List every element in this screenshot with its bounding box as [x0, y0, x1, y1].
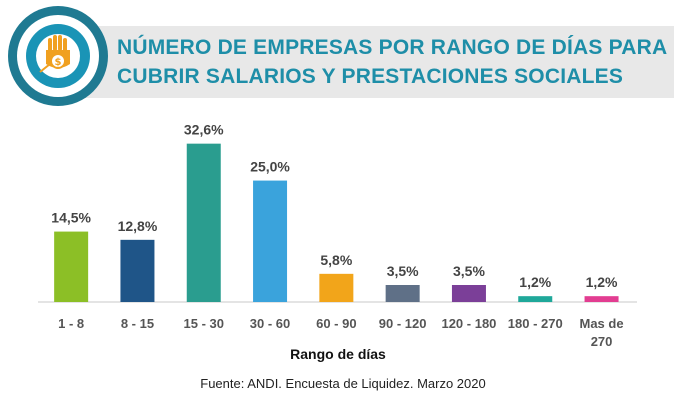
source-note: Fuente: ANDI. Encuesta de Liquidez. Marz…	[200, 376, 486, 391]
category-label: 180 - 270	[508, 316, 563, 331]
category-label: 90 - 120	[379, 316, 427, 331]
value-label: 12,8%	[118, 218, 158, 234]
title-band	[60, 26, 674, 98]
bar-9	[584, 296, 619, 302]
value-label: 32,6%	[184, 122, 224, 138]
bar-2	[120, 239, 155, 302]
bar-1	[54, 231, 89, 302]
bar-6	[385, 285, 420, 302]
x-axis-label: Rango de días	[290, 346, 386, 362]
category-label: 120 - 180	[441, 316, 496, 331]
category-label: 1 - 8	[58, 316, 84, 331]
bar-4	[253, 180, 288, 302]
bar-5	[319, 273, 354, 302]
bar-7	[451, 285, 486, 302]
bar-8	[518, 296, 553, 302]
value-label: 14,5%	[51, 210, 91, 226]
chart-title-line-1: NÚMERO DE EMPRESAS POR RANGO DE DÍAS PAR…	[117, 36, 668, 59]
chart-title: NÚMERO DE EMPRESAS POR RANGO DE DÍAS PAR…	[117, 33, 677, 91]
category-label: Mas de	[580, 316, 624, 331]
bar-3	[186, 143, 221, 302]
hand-coin-icon: $	[36, 34, 80, 78]
category-label: 270	[591, 334, 613, 349]
category-label: 60 - 90	[316, 316, 356, 331]
svg-text:$: $	[55, 57, 62, 68]
chart-title-line-2: CUBRIR SALARIOS Y PRESTACIONES SOCIALES	[117, 65, 624, 88]
value-label: 1,2%	[519, 274, 551, 290]
category-label: 15 - 30	[184, 316, 224, 331]
category-label: 8 - 15	[121, 316, 154, 331]
value-label: 1,2%	[586, 274, 618, 290]
value-label: 3,5%	[387, 263, 419, 279]
value-label: 3,5%	[453, 263, 485, 279]
value-label: 25,0%	[250, 159, 290, 175]
value-label: 5,8%	[320, 252, 352, 268]
category-label: 30 - 60	[250, 316, 290, 331]
